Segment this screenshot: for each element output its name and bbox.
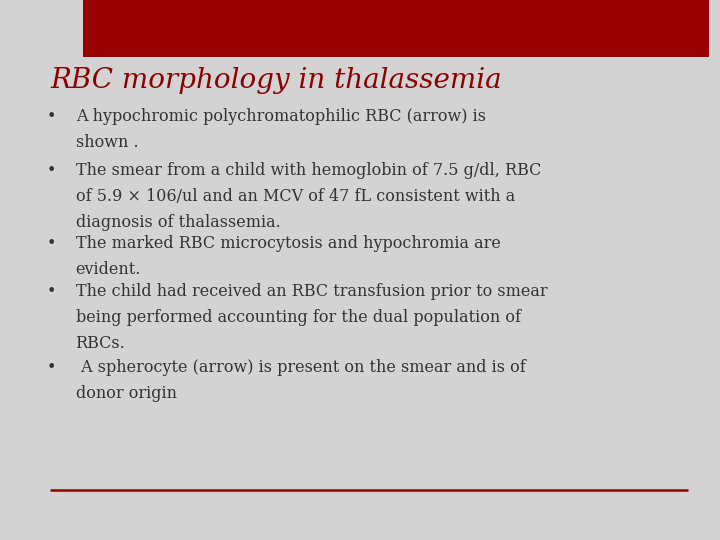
Bar — [83, 0, 709, 57]
Text: donor origin: donor origin — [76, 385, 176, 402]
Text: RBCs.: RBCs. — [76, 335, 125, 352]
Text: The child had received an RBC transfusion prior to smear: The child had received an RBC transfusio… — [76, 284, 547, 300]
Text: The marked RBC microcytosis and hypochromia are: The marked RBC microcytosis and hypochro… — [76, 235, 500, 252]
Text: •: • — [47, 108, 56, 125]
Text: being performed accounting for the dual population of: being performed accounting for the dual … — [76, 309, 521, 326]
Text: RBC morphology in thalassemia: RBC morphology in thalassemia — [50, 68, 502, 94]
Text: shown .: shown . — [76, 134, 138, 151]
Text: The smear from a child with hemoglobin of 7.5 g/dl, RBC: The smear from a child with hemoglobin o… — [76, 162, 541, 179]
Text: of 5.9 × 106/ul and an MCV of 47 fL consistent with a: of 5.9 × 106/ul and an MCV of 47 fL cons… — [76, 188, 515, 205]
Text: •: • — [47, 235, 56, 252]
Text: diagnosis of thalassemia.: diagnosis of thalassemia. — [76, 214, 280, 231]
Text: •: • — [47, 162, 56, 179]
Text: A spherocyte (arrow) is present on the smear and is of: A spherocyte (arrow) is present on the s… — [76, 359, 526, 376]
Text: evident.: evident. — [76, 261, 141, 278]
Text: •: • — [47, 359, 56, 376]
Text: •: • — [47, 284, 56, 300]
Text: A hypochromic polychromatophilic RBC (arrow) is: A hypochromic polychromatophilic RBC (ar… — [76, 108, 485, 125]
